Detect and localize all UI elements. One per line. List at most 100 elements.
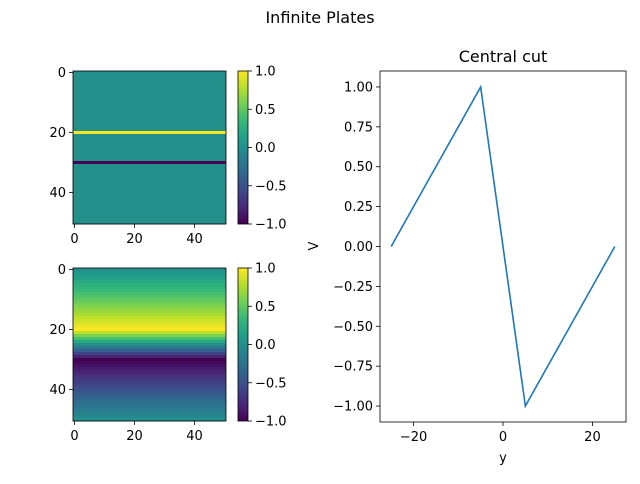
- heatmap-row: [73, 155, 226, 158]
- heatmap-row: [73, 77, 226, 80]
- heatmap-row: [73, 364, 226, 367]
- y-tick-label: 0: [58, 66, 66, 81]
- heatmap-row: [73, 358, 226, 361]
- line-chart-title: Central cut: [459, 47, 548, 66]
- heatmap-row: [73, 140, 226, 143]
- heatmap-row: [73, 164, 226, 167]
- y-tick-label: 0.25: [344, 200, 373, 215]
- heatmap-row: [73, 337, 226, 340]
- heatmap-row: [73, 355, 226, 358]
- heatmap-row: [73, 119, 226, 122]
- heatmap-row: [73, 289, 226, 292]
- heatmap-row: [73, 310, 226, 313]
- heatmap-row: [73, 188, 226, 191]
- colorbar-tick-label: 0.0: [255, 338, 276, 353]
- heatmap-row: [73, 149, 226, 152]
- heatmap-row: [73, 170, 226, 173]
- heatmap-row: [73, 292, 226, 295]
- heatmap-row: [73, 352, 226, 355]
- colorbar-gradient: [238, 268, 248, 421]
- heatmap-row: [73, 274, 226, 277]
- heatmap-row: [73, 71, 226, 74]
- y-tick-label: −0.75: [333, 360, 373, 375]
- heatmap-row: [73, 89, 226, 92]
- colorbar-tick-label: −0.5: [255, 376, 287, 391]
- x-tick-label: 20: [126, 232, 143, 247]
- y-tick-label: 0: [58, 263, 66, 278]
- heatmap-row: [73, 412, 226, 415]
- colorbar-tick-label: −1.0: [255, 218, 287, 233]
- heatmap-row: [73, 212, 226, 215]
- heatmap-row: [73, 113, 226, 116]
- heatmap-row: [73, 340, 226, 343]
- y-tick-label: −0.25: [333, 280, 373, 295]
- heatmap-row: [73, 388, 226, 391]
- heatmap-row: [73, 152, 226, 155]
- y-tick-label: 40: [49, 383, 66, 398]
- x-tick-label: 0: [70, 429, 78, 444]
- heatmap-row: [73, 367, 226, 370]
- heatmap-row: [73, 283, 226, 286]
- y-tick-label: 0.75: [344, 120, 373, 135]
- x-tick-label: −20: [400, 430, 427, 445]
- heatmap-row: [73, 394, 226, 397]
- heatmap-row: [73, 167, 226, 170]
- heatmap-row: [73, 161, 226, 164]
- heatmap-row: [73, 406, 226, 409]
- colorbar-tick-label: 1.0: [255, 262, 276, 277]
- heatmap-row: [73, 134, 226, 137]
- heatmap-row: [73, 286, 226, 289]
- heatmap-row: [73, 128, 226, 131]
- heatmap-row: [73, 200, 226, 203]
- heatmap-row: [73, 304, 226, 307]
- heatmap-row: [73, 313, 226, 316]
- heatmap-row: [73, 331, 226, 334]
- heatmap-row: [73, 197, 226, 200]
- heatmap-row: [73, 104, 226, 107]
- heatmap-row: [73, 391, 226, 394]
- line-chart-xlabel: y: [499, 451, 507, 466]
- x-tick-label: 40: [186, 232, 203, 247]
- x-tick-label: 0: [499, 430, 507, 445]
- heatmap-row: [73, 343, 226, 346]
- heatmap-row: [73, 176, 226, 179]
- heatmap-row: [73, 301, 226, 304]
- heatmap-row: [73, 92, 226, 95]
- heatmap-row: [73, 158, 226, 161]
- x-tick-label: 20: [126, 429, 143, 444]
- heatmap-row: [73, 334, 226, 337]
- heatmap-row: [73, 146, 226, 149]
- heatmap-row: [73, 137, 226, 140]
- heatmap-row: [73, 382, 226, 385]
- heatmap-row: [73, 215, 226, 218]
- heatmap-row: [73, 280, 226, 283]
- heatmap-row: [73, 325, 226, 328]
- heatmap-row: [73, 409, 226, 412]
- heatmap-row: [73, 110, 226, 113]
- heatmap-row: [73, 206, 226, 209]
- heatmap-row: [73, 370, 226, 373]
- y-tick-label: −0.50: [333, 320, 373, 335]
- heatmap-row: [73, 397, 226, 400]
- heatmap-row: [73, 125, 226, 128]
- heatmap-row: [73, 203, 226, 206]
- line-chart-ylabel: V: [307, 241, 322, 250]
- heatmap-row: [73, 268, 226, 271]
- heatmap-row: [73, 361, 226, 364]
- heatmap-row: [73, 107, 226, 110]
- x-tick-label: 0: [70, 232, 78, 247]
- heatmap-row: [73, 179, 226, 182]
- heatmap-row: [73, 322, 226, 325]
- heatmap-row: [73, 80, 226, 83]
- heatmap-row: [73, 194, 226, 197]
- heatmap-row: [73, 403, 226, 406]
- heatmap-row: [73, 400, 226, 403]
- heatmap-row: [73, 295, 226, 298]
- heatmap-row: [73, 298, 226, 301]
- heatmap-row: [73, 98, 226, 101]
- heatmap-row: [73, 349, 226, 352]
- y-tick-label: 40: [49, 186, 66, 201]
- y-tick-label: −1.00: [333, 400, 373, 415]
